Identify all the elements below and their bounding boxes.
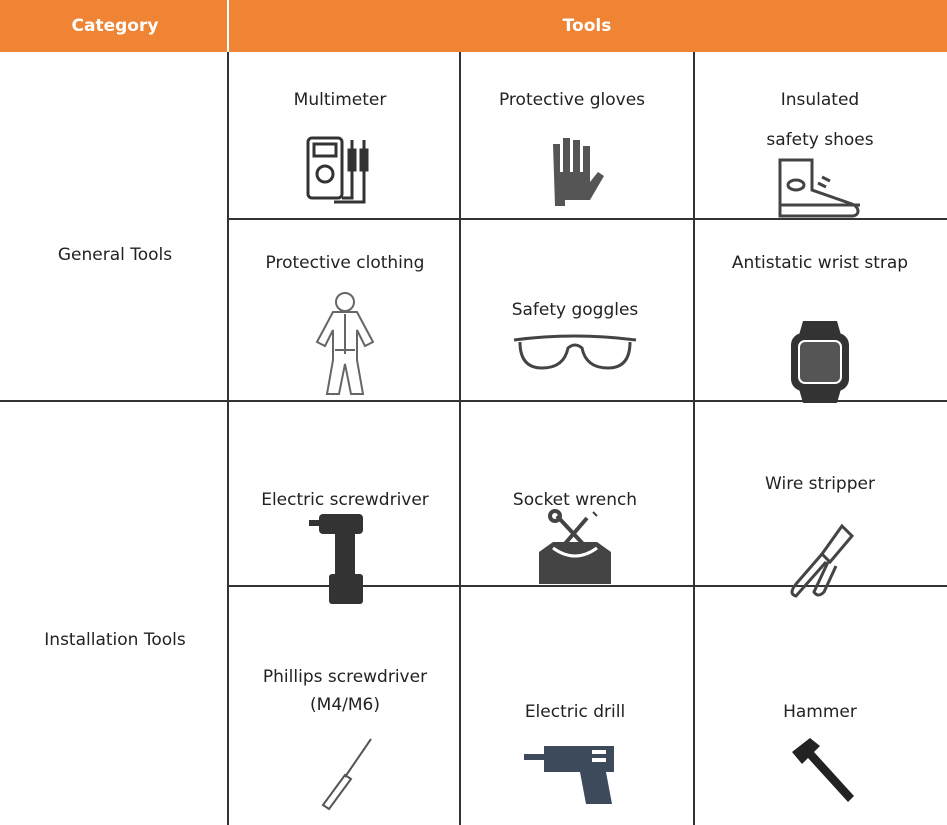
tool-name: Safety goggles: [511, 300, 639, 320]
gloves-icon: [553, 138, 604, 206]
electric-screwdriver-icon: [309, 514, 363, 604]
tool-name: Protective clothing: [265, 253, 425, 273]
tool-name: Insulated safety shoes: [766, 90, 874, 150]
phillips-screwdriver-icon: [321, 738, 372, 811]
tool-name: Antistatic wrist strap: [731, 253, 909, 273]
watch-icon: [791, 321, 849, 403]
divider: [227, 218, 947, 220]
shoes-icon: [778, 158, 860, 218]
header-cell: Tools: [562, 16, 612, 36]
divider: [459, 52, 461, 825]
header-bar: [0, 0, 947, 52]
tool-name: Socket wrench: [512, 490, 638, 510]
multimeter-icon: [306, 136, 369, 204]
divider: [227, 52, 229, 825]
tool-name: Hammer: [783, 702, 857, 722]
tool-name: Multimeter: [293, 90, 387, 110]
electric-drill-icon: [524, 746, 614, 804]
clothing-icon: [315, 292, 375, 395]
hammer-icon: [792, 738, 854, 803]
goggles-icon: [513, 334, 637, 370]
tool-name: Electric drill: [524, 702, 626, 722]
header-cell: Category: [71, 16, 159, 36]
category: Installation Tools: [44, 630, 186, 650]
divider: [227, 585, 947, 587]
tool-name: Protective gloves: [498, 90, 646, 110]
socket-wrench-icon: [539, 509, 611, 584]
wire-stripper-icon: [790, 523, 855, 598]
tool-name: Wire stripper: [765, 474, 875, 494]
category: General Tools: [57, 245, 173, 265]
divider: [693, 52, 695, 825]
divider: [0, 400, 947, 402]
tool-name: Phillips screwdriver (M4/M6): [262, 667, 428, 715]
tool-name: Electric screwdriver: [261, 490, 429, 510]
